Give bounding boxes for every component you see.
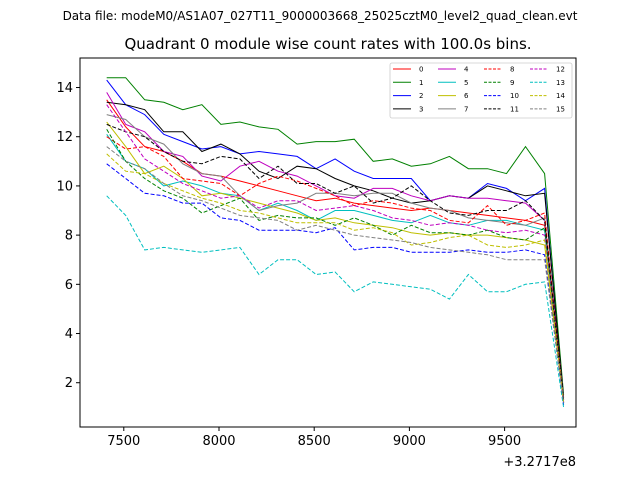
legend-label-11: 11 bbox=[510, 105, 519, 113]
plot-area bbox=[80, 58, 576, 427]
series-line-10 bbox=[106, 163, 565, 405]
x-tick-label: 9500 bbox=[488, 434, 521, 449]
y-tick-label: 8 bbox=[65, 229, 73, 244]
legend-label-12: 12 bbox=[556, 66, 565, 74]
series-line-11 bbox=[106, 123, 565, 400]
y-tick-label: 10 bbox=[56, 179, 73, 194]
x-axis: 7500 8000 8500 9000 9500 bbox=[107, 427, 521, 449]
x-axis-offset-label: +3.2717e8 bbox=[503, 455, 576, 470]
series-line-9 bbox=[106, 129, 565, 403]
x-tick-label: 8500 bbox=[298, 434, 331, 449]
series-line-8 bbox=[106, 136, 565, 403]
legend-label-10: 10 bbox=[510, 92, 519, 100]
legend-label-8: 8 bbox=[510, 66, 514, 74]
legend-label-4: 4 bbox=[464, 66, 469, 74]
y-tick-label: 12 bbox=[56, 130, 73, 145]
legend-label-13: 13 bbox=[556, 79, 565, 87]
legend-label-2: 2 bbox=[419, 92, 423, 100]
legend-label-9: 9 bbox=[510, 79, 514, 87]
x-tick-label: 7500 bbox=[107, 434, 140, 449]
chart-suptitle: Data file: modeM0/AS1A07_027T11_90000036… bbox=[63, 9, 578, 23]
y-tick-label: 6 bbox=[65, 278, 73, 293]
legend-label-14: 14 bbox=[556, 92, 565, 100]
series-line-12 bbox=[106, 104, 565, 403]
y-tick-label: 14 bbox=[56, 81, 73, 96]
plot-frame bbox=[79, 57, 577, 428]
series-line-14 bbox=[106, 153, 565, 403]
series-line-13 bbox=[106, 195, 565, 408]
y-axis: 2 4 6 8 10 12 14 bbox=[56, 81, 80, 391]
y-tick-label: 2 bbox=[65, 376, 73, 391]
series-line-2 bbox=[106, 79, 565, 403]
legend-label-7: 7 bbox=[464, 105, 468, 113]
chart-title: Quadrant 0 module wise count rates with … bbox=[124, 35, 531, 53]
legend-label-15: 15 bbox=[556, 105, 565, 113]
legend-label-5: 5 bbox=[464, 79, 468, 87]
legend-box bbox=[389, 62, 573, 119]
legend-label-1: 1 bbox=[419, 79, 423, 87]
series-line-1 bbox=[106, 77, 565, 396]
x-tick-label: 8000 bbox=[202, 434, 235, 449]
plot-background bbox=[80, 58, 576, 427]
y-tick-label: 4 bbox=[65, 327, 73, 342]
legend-label-3: 3 bbox=[419, 105, 423, 113]
series-line-15 bbox=[106, 146, 565, 403]
series-line-3 bbox=[106, 101, 565, 398]
series-line-4 bbox=[106, 92, 565, 400]
legend-label-6: 6 bbox=[464, 92, 469, 100]
series-layer bbox=[106, 77, 565, 408]
legend-label-0: 0 bbox=[419, 66, 423, 74]
x-tick-label: 9000 bbox=[393, 434, 426, 449]
